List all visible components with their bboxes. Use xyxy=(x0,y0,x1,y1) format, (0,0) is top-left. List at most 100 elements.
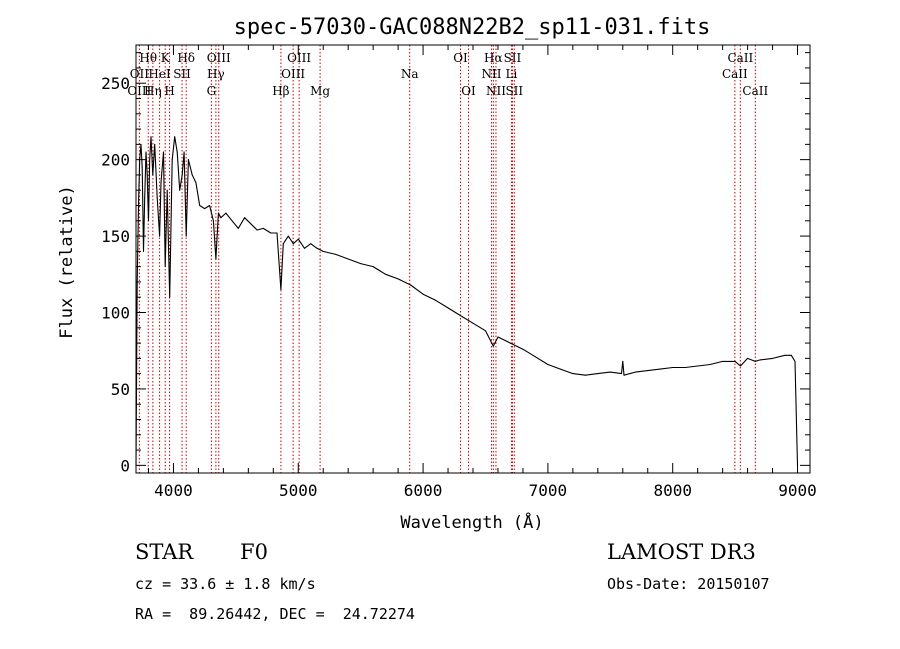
spectral-line-label: SII xyxy=(504,51,522,65)
flux-point xyxy=(794,360,796,362)
flux-point xyxy=(152,174,154,176)
flux-point xyxy=(485,330,486,332)
flux-point xyxy=(522,348,524,350)
flux-point xyxy=(174,136,176,138)
flux-point xyxy=(310,243,312,245)
spectral-line-label: H xyxy=(164,84,174,98)
flux-point xyxy=(790,354,792,356)
spectral-line-label: OII xyxy=(130,67,150,81)
y-tick-label: 50 xyxy=(111,380,130,399)
flux-point xyxy=(335,253,337,255)
flux-point xyxy=(559,368,561,370)
flux-point xyxy=(759,359,761,361)
flux-point xyxy=(225,212,227,214)
flux-point xyxy=(139,159,141,161)
flux-point xyxy=(212,220,214,222)
flux-point xyxy=(231,220,233,222)
spectral-line-label: Hη xyxy=(144,84,162,98)
spectral-line-label: K xyxy=(161,51,171,65)
flux-point xyxy=(164,266,166,268)
flux-point xyxy=(187,159,189,161)
x-axis: 4000 5000 6000 7000 8000 9000 xyxy=(147,45,817,500)
spectral-line-label: CaII xyxy=(727,51,753,65)
spectral-line-label: NII xyxy=(486,84,506,98)
flux-point xyxy=(534,356,536,358)
flux-point xyxy=(183,151,185,153)
spectral-line-label: Hα xyxy=(484,51,503,65)
y-axis: 0 50 100 150 200 250 xyxy=(101,52,810,475)
spectral-line-label: NII xyxy=(481,67,501,81)
object-class: STAR xyxy=(135,540,194,564)
flux-point xyxy=(435,299,437,301)
flux-point xyxy=(169,296,171,298)
spectral-line-label: Hδ xyxy=(177,51,195,65)
spectral-line-label: Li xyxy=(506,67,518,81)
flux-point xyxy=(584,374,586,376)
y-tick-label: 250 xyxy=(101,74,130,93)
flux-point xyxy=(250,223,252,225)
x-tick-label: 5000 xyxy=(279,481,318,500)
spectral-line-label: OIII xyxy=(287,51,311,65)
flux-point xyxy=(145,151,147,153)
flux-point xyxy=(360,263,362,265)
flux-point xyxy=(287,235,289,237)
flux-point xyxy=(410,284,412,286)
flux-point xyxy=(280,289,282,291)
spectral-line-label: OIII xyxy=(127,84,151,98)
flux-point xyxy=(509,342,511,344)
flux-point xyxy=(195,182,197,184)
flux-point xyxy=(244,217,246,219)
spectral-line-label: CaII xyxy=(722,67,748,81)
flux-point xyxy=(684,367,686,368)
flux-point xyxy=(185,235,187,237)
object-subclass: F0 xyxy=(240,540,268,564)
spectral-line-label: G xyxy=(207,84,217,98)
flux-point xyxy=(709,364,711,365)
flux-point xyxy=(722,360,724,362)
flux-point xyxy=(647,370,649,372)
flux-point xyxy=(797,464,798,466)
flux-point xyxy=(316,247,318,249)
flux-point xyxy=(176,151,178,153)
flux-point xyxy=(422,293,424,295)
flux-point xyxy=(397,278,399,280)
flux-point xyxy=(385,273,387,275)
flux-point xyxy=(160,182,162,184)
flux-point xyxy=(136,281,138,283)
flux-point xyxy=(171,159,173,161)
y-axis-label: Flux (relative) xyxy=(57,185,77,339)
y-tick-label: 100 xyxy=(101,304,130,323)
spectral-line-label: OIII xyxy=(207,51,231,65)
spectral-line-label: SII xyxy=(173,67,191,81)
flux-point xyxy=(322,250,324,252)
flux-point xyxy=(204,208,206,210)
y-tick-label: 150 xyxy=(101,227,130,246)
flux-point xyxy=(179,189,181,191)
spectral-line-label: OI xyxy=(453,51,468,65)
flux-point xyxy=(304,247,305,249)
spectral-line-label: OIII xyxy=(281,67,305,81)
flux-point xyxy=(460,315,461,317)
plot-frame xyxy=(135,44,811,474)
flux-point xyxy=(497,336,499,338)
flux-point xyxy=(597,373,599,375)
flux-point xyxy=(149,159,151,161)
flux-point xyxy=(262,227,264,229)
flux-point xyxy=(144,197,146,199)
flux-point xyxy=(621,373,622,375)
flux-point xyxy=(747,357,749,359)
x-tick-label: 6000 xyxy=(404,481,443,500)
flux-point xyxy=(159,235,161,237)
flux-point xyxy=(140,143,142,145)
chart-title: spec-57030-GAC088N22B2_sp11-031.fits xyxy=(234,15,711,40)
flux-point xyxy=(270,232,272,234)
flux-point xyxy=(156,197,158,199)
flux-point xyxy=(634,371,636,373)
flux-point xyxy=(623,374,625,376)
flux-point xyxy=(734,360,736,362)
spectral-line-label: Hγ xyxy=(207,67,225,81)
flux-point xyxy=(209,205,211,206)
flux-point xyxy=(276,232,278,234)
